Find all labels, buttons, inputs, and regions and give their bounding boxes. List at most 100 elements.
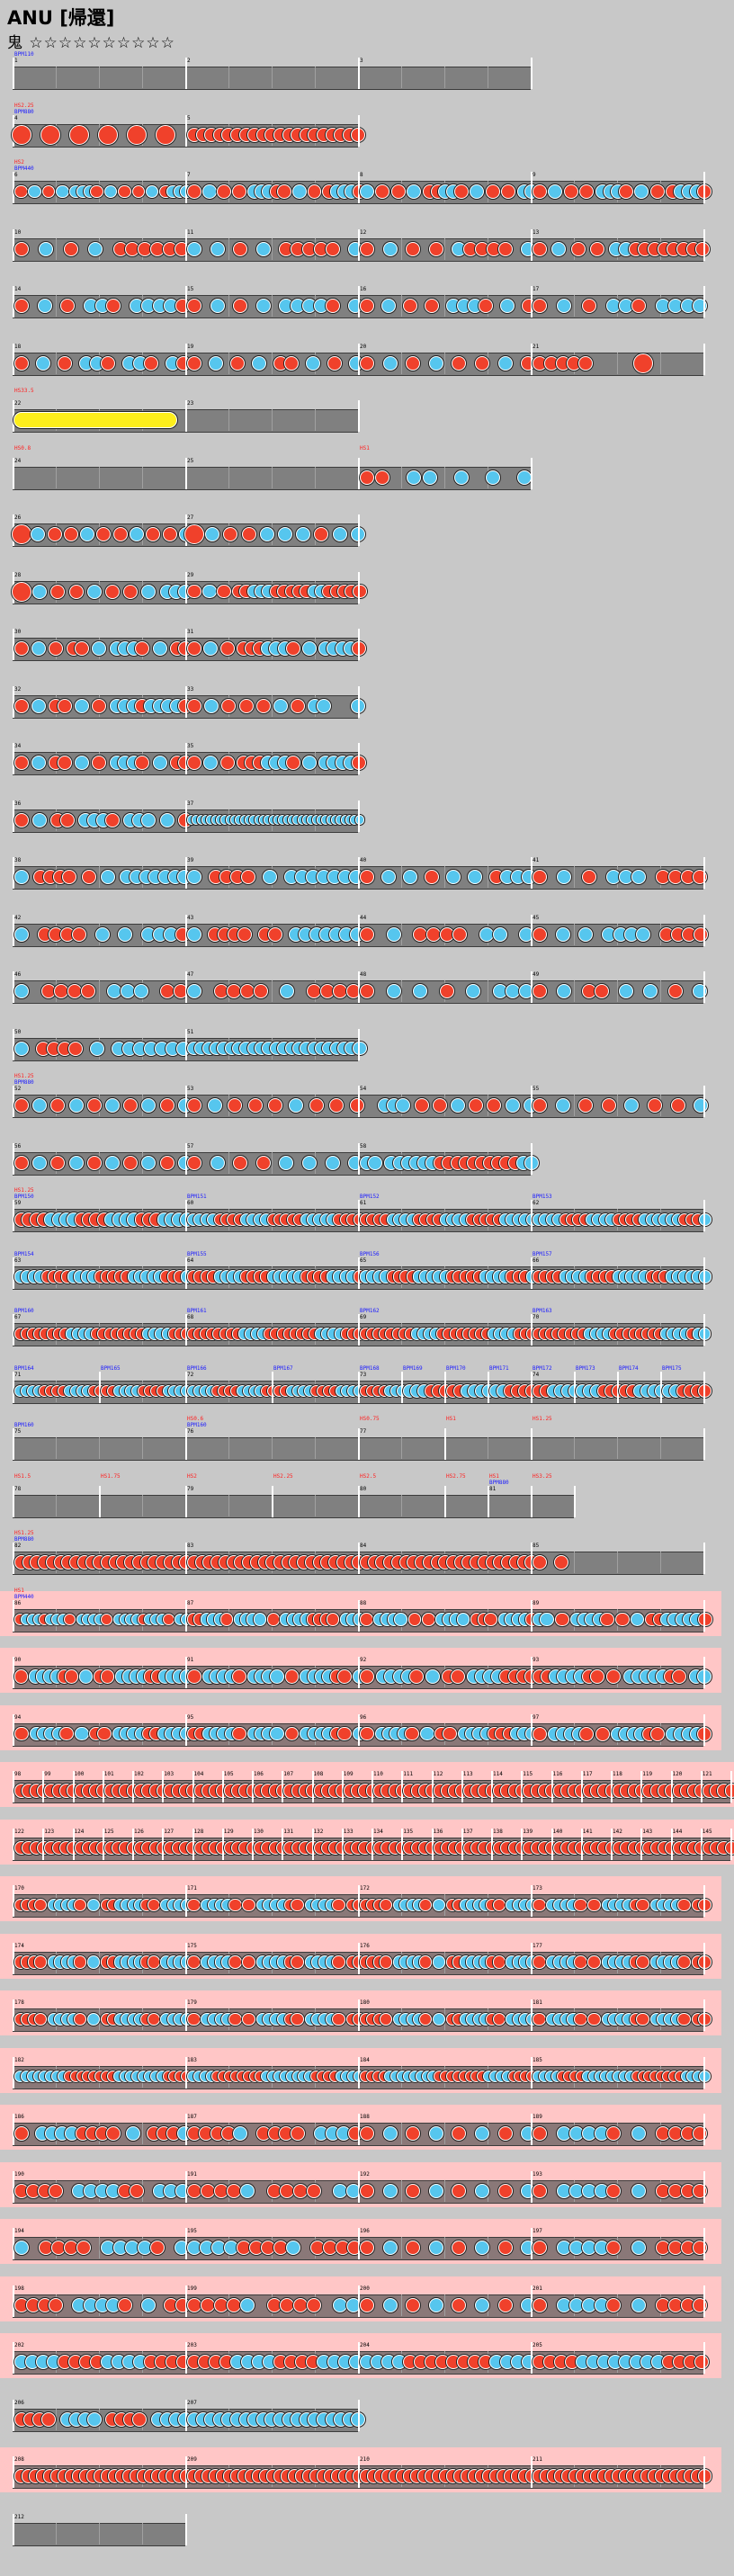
don-note (241, 870, 255, 884)
barline-end (730, 1771, 732, 1802)
don-note (555, 1612, 569, 1627)
barline-end (703, 1942, 705, 1974)
barline-end (358, 800, 360, 832)
ka-note (90, 1041, 104, 1056)
barline (531, 1485, 533, 1517)
scroll-speed-label: HS1.75 (101, 1472, 121, 1480)
don-note (96, 1726, 112, 1741)
beat-line (56, 1437, 57, 1459)
measure-number: 11 (187, 228, 194, 236)
don-note (41, 184, 56, 199)
chart-row: 1 BPM110 2 3 (0, 43, 734, 101)
measure-number: 59 (14, 1200, 22, 1206)
don-note (268, 926, 283, 942)
don-note (123, 1155, 139, 1170)
measure-number: 198 (14, 2285, 24, 2292)
don-note (132, 2411, 148, 2427)
beat-line (142, 67, 143, 88)
bpm-change-label: BPM169 (403, 1364, 423, 1372)
measure-number: 116 (552, 1771, 563, 1777)
beat-line (660, 1552, 661, 1573)
measure-number: 48 (360, 971, 367, 978)
ka-note (240, 2297, 255, 2312)
measure-number: 105 (223, 1771, 234, 1777)
don-note (306, 2183, 321, 2198)
barline-end (703, 2056, 705, 2089)
ka-note (302, 641, 317, 656)
measure-number: 12 (360, 228, 367, 236)
beat-line (272, 466, 273, 488)
ka-note (453, 470, 469, 485)
ka-note (631, 2241, 646, 2255)
chart-row: 59 BPM150 HS1.25 60 BPM151 61 BPM152 62 BPM153 (0, 1185, 734, 1243)
measure-number: 36 (14, 800, 22, 807)
don-note (648, 1098, 662, 1113)
chart-row: 24 HS0.8 25 HS1 (0, 443, 734, 501)
don-note (12, 581, 31, 602)
don-note (240, 984, 255, 998)
chart-row: 94 95 96 97 (0, 1700, 734, 1758)
beat-line (401, 866, 402, 888)
beat-line (444, 67, 445, 88)
ka-note (32, 584, 48, 599)
don-note (360, 355, 374, 371)
barline-end (703, 1257, 705, 1289)
barline-end (531, 1142, 533, 1175)
measure-number: 188 (360, 2114, 370, 2120)
don-note (327, 355, 342, 371)
bpm-change-label: BPM160 (187, 1422, 207, 1428)
don-note (232, 184, 246, 199)
measure-number: 102 (134, 1771, 144, 1777)
ka-note (619, 984, 633, 998)
don-note (492, 1955, 506, 1969)
don-note (475, 355, 489, 371)
beat-line (574, 295, 575, 317)
don-note (200, 2183, 215, 2198)
don-note (81, 870, 96, 884)
difficulty-label: 鬼 (7, 34, 23, 52)
don-note (280, 2183, 295, 2198)
ka-note (475, 2241, 489, 2255)
don-note (219, 1613, 233, 1626)
don-note (187, 1155, 201, 1170)
measure-number: 171 (187, 1885, 197, 1892)
barline (13, 228, 14, 261)
scroll-speed-label: HS1.25 (14, 1530, 34, 1536)
measure-number: 85 (533, 1543, 540, 1549)
beat-line (142, 1437, 143, 1459)
scroll-speed-label: HS1.5 (14, 1472, 31, 1480)
don-note (332, 1955, 345, 1969)
barline-end (703, 286, 705, 318)
don-note (501, 184, 516, 199)
don-note (554, 1555, 568, 1570)
don-note (533, 184, 547, 199)
scroll-speed-label: HS2.5 (360, 1472, 377, 1480)
measure-number: 97 (533, 1713, 540, 1721)
ka-note (468, 870, 482, 884)
don-note (380, 1955, 393, 1969)
measure-number: 19 (187, 343, 194, 350)
don-note (325, 299, 340, 313)
don-note (60, 299, 76, 313)
measure-number: 23 (187, 400, 194, 407)
beat-line (660, 980, 661, 1002)
measure-number: 46 (14, 971, 22, 978)
don-note (92, 698, 107, 713)
don-note (237, 926, 253, 942)
chart-row: 170 171 172 173 (0, 1871, 734, 1928)
don-note (406, 355, 421, 371)
measure-number: 74 (533, 1371, 540, 1378)
beat-line (660, 352, 661, 374)
don-note (419, 1955, 433, 1969)
chart-row: 4 BPM880 HS2.25 5 (0, 101, 734, 158)
don-note (439, 984, 454, 998)
don-note (14, 698, 29, 713)
ka-note (382, 241, 398, 256)
measure-number: 75 (14, 1428, 22, 1435)
don-note (284, 355, 299, 371)
don-note (228, 1898, 242, 1912)
don-note (187, 1955, 201, 1969)
drumroll-note (13, 412, 178, 428)
ka-note (101, 870, 115, 884)
beat-line (401, 237, 402, 260)
